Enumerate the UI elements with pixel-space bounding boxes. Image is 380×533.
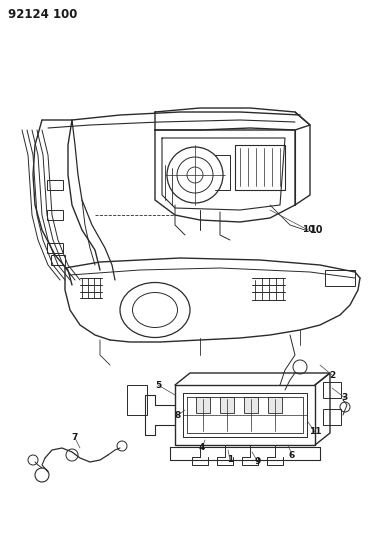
Text: 7: 7 [72, 433, 78, 442]
FancyBboxPatch shape [220, 397, 234, 413]
Text: 1: 1 [227, 456, 233, 464]
FancyBboxPatch shape [127, 385, 147, 415]
Text: 8: 8 [175, 410, 181, 419]
Text: 6: 6 [289, 450, 295, 459]
Text: 92124 100: 92124 100 [8, 8, 78, 21]
FancyBboxPatch shape [47, 210, 63, 220]
FancyBboxPatch shape [323, 409, 341, 425]
Text: 10: 10 [302, 225, 314, 235]
Text: 9: 9 [255, 457, 261, 466]
Text: 10: 10 [310, 225, 323, 235]
Text: 2: 2 [329, 370, 335, 379]
FancyBboxPatch shape [196, 397, 210, 413]
Text: 5: 5 [155, 381, 161, 390]
Text: 4: 4 [199, 443, 205, 453]
FancyBboxPatch shape [47, 243, 63, 253]
FancyBboxPatch shape [244, 397, 258, 413]
FancyBboxPatch shape [323, 382, 341, 398]
Text: 11: 11 [309, 427, 321, 437]
FancyBboxPatch shape [47, 180, 63, 190]
FancyBboxPatch shape [51, 255, 65, 265]
Text: 3: 3 [342, 393, 348, 402]
FancyBboxPatch shape [268, 397, 282, 413]
FancyBboxPatch shape [325, 270, 355, 286]
